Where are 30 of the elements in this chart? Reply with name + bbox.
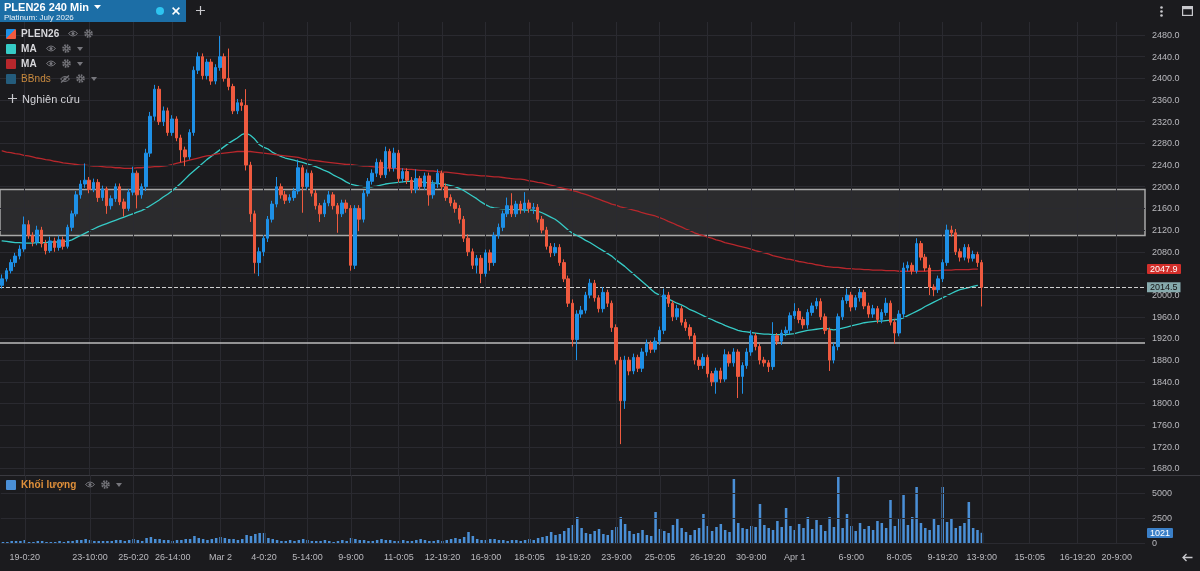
x-tick-label: 16-19:20 [1059, 551, 1096, 562]
x-tick-label: 23-9:00 [601, 551, 632, 562]
x-tick-label: 13-9:00 [966, 551, 998, 562]
y-tick-label: 0 [1152, 538, 1158, 548]
x-tick-label: 8-0:05 [886, 551, 912, 562]
x-tick-label: 19-19:20 [555, 551, 591, 562]
x-tick-label: 9-9:00 [338, 551, 364, 562]
x-tick-label: Apr 1 [784, 551, 806, 562]
x-tick-label: Mar 2 [209, 551, 233, 562]
x-tick-label: 12-19:20 [424, 551, 461, 562]
x-tick-label: 16-9:00 [470, 551, 502, 562]
annotation: 1021 [1147, 527, 1174, 538]
y-tick-label: 5000 [1152, 488, 1173, 498]
x-tick-label: 9-19:20 [927, 551, 958, 562]
x-tick-label: 25-0:20 [118, 551, 149, 562]
x-tick-label: 4-0:20 [251, 551, 277, 562]
legend-label: Khối lượng [21, 478, 77, 491]
x-tick-label: 5-14:00 [292, 551, 323, 562]
x-tick-label: 25-0:05 [644, 551, 676, 562]
x-tick-label: 11-0:05 [383, 551, 414, 562]
x-tick-label: 23-10:00 [72, 551, 108, 562]
x-tick-label: 6-9:00 [838, 551, 865, 562]
x-tick-label: 30-9:00 [736, 551, 767, 562]
x-tick-label: 18-0:05 [514, 551, 545, 562]
x-tick-label: 20-9:00 [1101, 551, 1132, 562]
x-tick-label: 19-0:20 [9, 551, 41, 562]
y-tick-label: 2500 [1152, 513, 1173, 523]
x-tick-label: 26-14:00 [154, 551, 191, 562]
x-tick-label: 26-19:20 [690, 551, 726, 562]
x-tick-label: 15-0:05 [1014, 551, 1045, 562]
